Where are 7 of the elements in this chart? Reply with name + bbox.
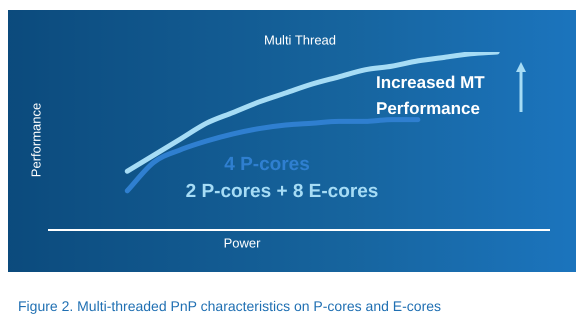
text: 2 P-cores + 8 E-cores xyxy=(186,181,378,202)
caption: Figure 2. Multi-threaded PnP characteristics on P-cores and E-cores xyxy=(18,298,442,314)
chart-title: Multi Thread xyxy=(264,32,336,48)
y-axis-title: Performance xyxy=(28,102,44,178)
x-axis-title: Power xyxy=(224,236,262,251)
annotation: Increased MT Performance xyxy=(376,72,486,120)
series-label: 4 P-cores xyxy=(224,154,310,176)
